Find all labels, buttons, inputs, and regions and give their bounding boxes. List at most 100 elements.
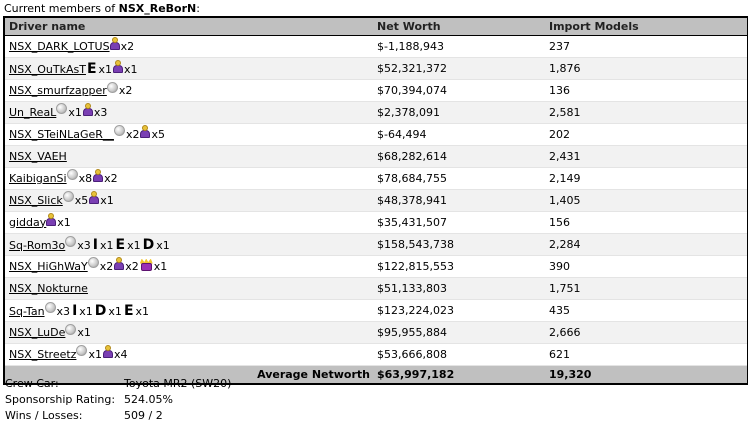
net-worth-cell: $52,321,372	[373, 57, 545, 80]
import-models-cell: 621	[545, 343, 748, 366]
driver-link[interactable]: NSX_LuDe	[9, 326, 66, 339]
driver-link[interactable]: NSX_Streetz	[9, 347, 77, 361]
person-award-icon	[46, 212, 57, 227]
net-worth-cell: $78,684,755	[373, 167, 545, 190]
driver-cell: NSX_HiGhWaY x2 x2 x1	[4, 255, 373, 278]
import-models-header: Import Models	[545, 17, 748, 36]
award-count: x1	[98, 62, 113, 76]
import-models-cell: 202	[545, 123, 748, 146]
driver-link[interactable]: NSX_Nokturne	[9, 282, 88, 295]
driver-cell: NSX_OuTkAsTE x1 x1	[4, 57, 373, 80]
table-row: NSX_Nokturne $51,133,803 1,751	[4, 277, 748, 300]
average-row: Average Networth $63,997,182 19,320	[4, 365, 748, 384]
import-models-cell: 136	[545, 79, 748, 102]
import-models-cell: 435	[545, 299, 748, 322]
average-imports: 19,320	[545, 365, 748, 384]
driver-link[interactable]: NSX_Slick	[9, 193, 63, 207]
import-models-cell: 2,149	[545, 167, 748, 190]
award-count: x1	[108, 304, 122, 318]
net-worth-cell: $68,282,614	[373, 145, 545, 168]
award-count: x5	[74, 193, 89, 207]
person-award-icon	[140, 124, 151, 139]
award-count: x2	[125, 259, 139, 273]
driver-link[interactable]: NSX_HiGhWaY	[9, 259, 88, 273]
silver-medal-icon	[87, 257, 99, 268]
letter-award-icon: I	[72, 302, 78, 319]
award-count: x3	[56, 304, 71, 318]
person-award-icon	[109, 36, 120, 51]
caption-prefix: Current members of	[4, 2, 119, 15]
award-count: x2	[120, 39, 135, 53]
net-worth-cell: $51,133,803	[373, 277, 545, 300]
driver-link[interactable]: NSX_smurfzapper	[9, 84, 107, 97]
crown-icon	[139, 258, 153, 271]
silver-medal-icon	[66, 169, 78, 180]
driver-cell: NSX_VAEH	[4, 145, 373, 168]
sponsorship-rating-value: 524.05%	[124, 393, 173, 406]
net-worth-cell: $2,378,091	[373, 101, 545, 124]
table-row: NSX_VAEH $68,282,614 2,431	[4, 145, 748, 168]
driver-name-header: Driver name	[4, 17, 373, 36]
letter-award-icon: E	[115, 236, 126, 253]
silver-medal-icon	[65, 323, 77, 335]
driver-link[interactable]: Sq-Rom3o	[9, 238, 66, 252]
net-worth-cell: $70,394,074	[373, 79, 545, 102]
driver-link[interactable]: NSX_DARK_LOTUS	[9, 39, 110, 53]
import-models-cell: 1,751	[545, 277, 748, 300]
import-models-cell: 390	[545, 255, 748, 278]
letter-award-icon: E	[86, 60, 97, 77]
driver-link[interactable]: Sq-Tan	[9, 304, 45, 318]
award-count: x1	[57, 215, 71, 229]
import-models-cell: 1,876	[545, 57, 748, 80]
crew-info: Crew Car: Toyota MR2 (SW20) Sponsorship …	[5, 377, 305, 425]
table-row: NSX_Slick x5 x1 $48,378,941 1,405	[4, 189, 748, 212]
silver-medal-icon	[65, 236, 77, 247]
award-count: x2	[118, 84, 133, 97]
award-count: x1	[124, 62, 138, 76]
import-models-cell: 2,581	[545, 101, 748, 124]
award-count: x1	[68, 105, 82, 119]
person-award-icon	[102, 344, 113, 359]
crew-car-value: Toyota MR2 (SW20)	[124, 377, 232, 390]
average-label: Average Networth	[4, 365, 373, 384]
net-worth-cell: $158,543,738	[373, 233, 545, 256]
sponsorship-rating-label: Sponsorship Rating:	[5, 393, 116, 406]
award-count: x4	[113, 347, 128, 361]
import-models-cell: 2,284	[545, 233, 748, 256]
table-row: Un_ReaL x1 x3 $2,378,091 2,581	[4, 101, 748, 124]
net-worth-cell: $-1,188,943	[373, 35, 545, 58]
table-row: NSX_OuTkAsTE x1 x1 $52,321,372 1,876	[4, 57, 748, 80]
table-row: NSX_DARK_LOTUS x2 $-1,188,943 237	[4, 35, 748, 58]
silver-medal-icon	[113, 125, 125, 136]
award-count: x1	[156, 238, 170, 252]
award-count: x3	[77, 238, 91, 252]
letter-award-icon: I	[92, 236, 98, 253]
award-count: x8	[78, 171, 93, 185]
wins-losses-label: Wins / Losses:	[5, 409, 83, 422]
driver-link[interactable]: gidday	[9, 215, 47, 229]
award-count: x1	[135, 304, 150, 318]
silver-medal-icon	[106, 81, 118, 93]
award-count: x1	[100, 193, 114, 207]
driver-link[interactable]: KaibiganSi	[9, 171, 67, 185]
net-worth-cell: $53,666,808	[373, 343, 545, 366]
import-models-cell: 2,431	[545, 145, 748, 168]
table-row: gidday x1 $35,431,507 156	[4, 211, 748, 234]
award-count: x3	[93, 105, 108, 119]
driver-link[interactable]: NSX_STeiNLaGeR__	[9, 127, 114, 141]
driver-cell: Un_ReaL x1 x3	[4, 101, 373, 124]
net-worth-cell: $35,431,507	[373, 211, 545, 234]
award-count: x2	[125, 127, 140, 141]
driver-cell: NSX_STeiNLaGeR__ x2 x5	[4, 123, 373, 146]
caption-suffix: :	[196, 2, 200, 15]
driver-link[interactable]: NSX_OuTkAsT	[9, 62, 86, 76]
award-count: x2	[104, 171, 118, 185]
silver-medal-icon	[62, 191, 74, 202]
driver-cell: NSX_Streetz x1 x4	[4, 343, 373, 366]
table-row: NSX_LuDe x1 $95,955,884 2,666	[4, 321, 748, 344]
driver-link[interactable]: Un_ReaL	[9, 105, 57, 119]
driver-link[interactable]: NSX_VAEH	[9, 150, 67, 163]
net-worth-cell: $95,955,884	[373, 321, 545, 344]
